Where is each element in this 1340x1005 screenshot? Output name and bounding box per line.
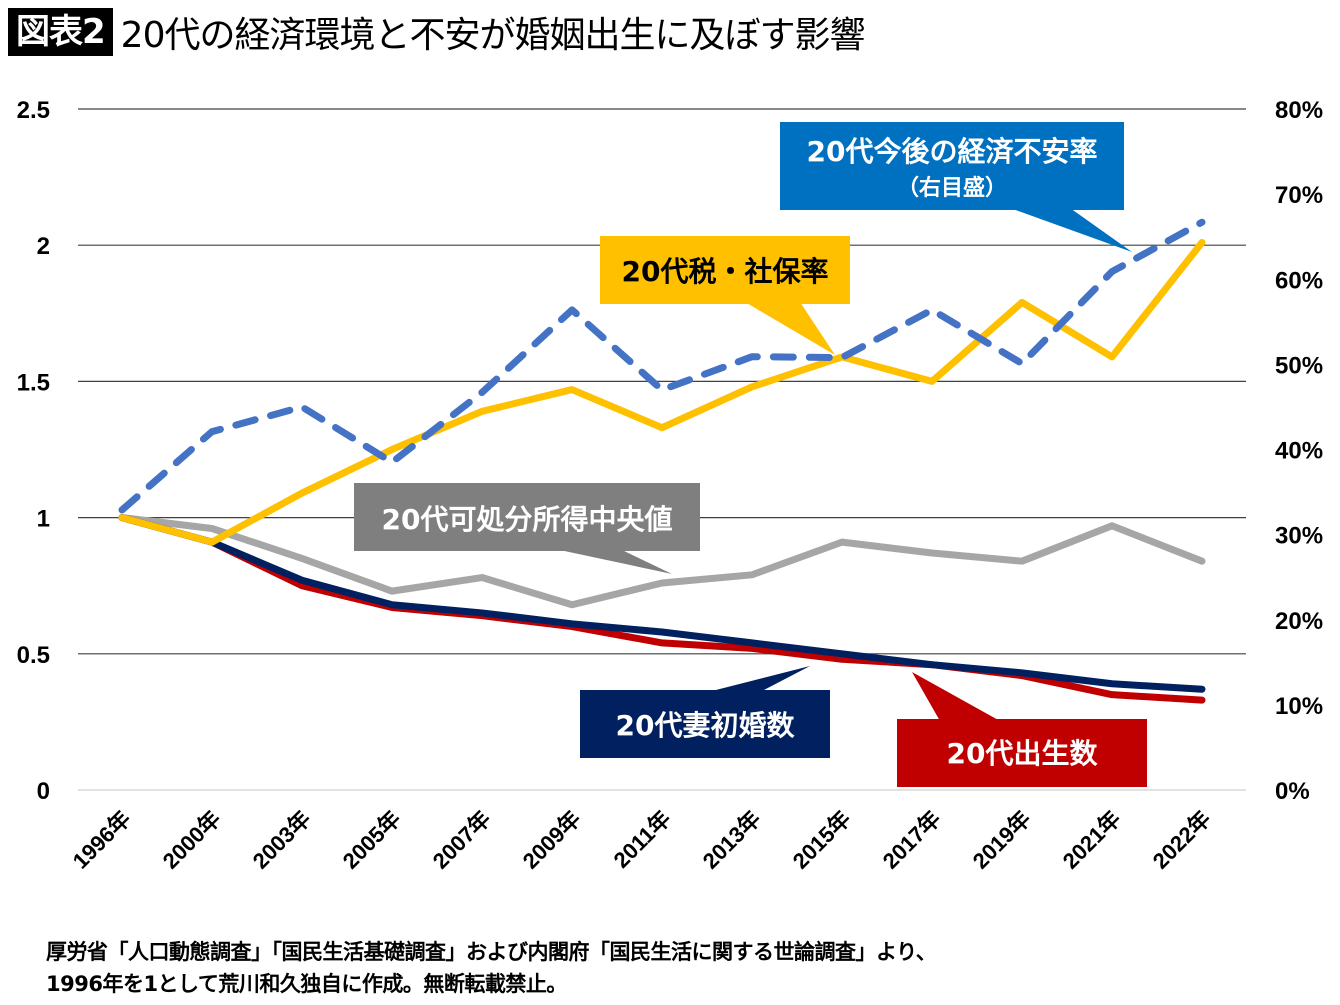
y-left-tick-label: 1 (37, 506, 50, 533)
line-chart: 00.511.522.5 0%10%20%30%40%50%60%70%80% … (17, 97, 1323, 874)
y-right-tick-label: 20% (1275, 608, 1323, 635)
callout-births-box (897, 719, 1147, 787)
x-tick-label: 1996年 (68, 806, 136, 874)
y-right-tick-label: 80% (1275, 97, 1323, 124)
callout-income: 20代可処分所得中央値 (354, 483, 700, 574)
callout-births: 20代出生数 (897, 672, 1147, 787)
callout-income-label: 20代可処分所得中央値 (382, 503, 673, 536)
x-axis: 1996年 2000年 2003年 2005年 2007年 2009年 2011年 2013年… (68, 806, 1216, 874)
source-note-line-2: 1996年を1として荒川和久独自に作成。無断転載禁止。 (46, 972, 567, 996)
callouts: 20代今後の経済不安率 （右目盛） 20代税・社保率 20代可処分所得中央値 (354, 122, 1132, 574)
callout-anxiety-sublabel: （右目盛） (897, 175, 1007, 201)
source-note-line-1: 厚労省「人口動態調査」「国民生活基礎調査」および内閣府「国民生活に関する世論調査… (46, 940, 937, 964)
y-left-tick-label: 1.5 (17, 369, 50, 396)
callout-anxiety: 20代今後の経済不安率 （右目盛） (780, 122, 1132, 252)
x-tick-label: 2007年 (428, 806, 496, 874)
callout-marriage: 20代妻初婚数 (580, 666, 830, 758)
callout-tax-social-pointer (745, 302, 835, 355)
callout-income-pointer (555, 549, 672, 574)
y-right-tick-label: 10% (1275, 693, 1323, 720)
callout-marriage-label: 20代妻初婚数 (616, 709, 796, 742)
x-tick-label: 2000年 (158, 806, 226, 874)
y-right-tick-label: 60% (1275, 267, 1323, 294)
figure-number-badge: 図表2 (8, 8, 113, 56)
x-tick-label: 2011年 (609, 806, 676, 873)
series-line-income (118, 514, 1206, 609)
series-lines (118, 218, 1206, 704)
series-line-anxiety (118, 218, 1206, 514)
callouts-front: 20代妻初婚数 20代出生数 (580, 666, 1147, 787)
callout-tax-social-label: 20代税・社保率 (622, 255, 829, 288)
callout-births-label: 20代出生数 (947, 737, 1099, 770)
x-tick-label: 2017年 (878, 806, 946, 874)
source-note: 厚労省「人口動態調査」「国民生活基礎調査」および内閣府「国民生活に関する世論調査… (46, 936, 937, 1000)
chart-title-text: 20代の経済環境と不安が婚姻出生に及ぼす影響 (120, 15, 866, 56)
y-axis-left: 0 0.5 1 1.5 2 2.5 (17, 97, 50, 805)
callout-anxiety-pointer (1010, 208, 1132, 252)
callout-anxiety-box (780, 122, 1124, 210)
y-left-tick-label: 0.5 (17, 642, 50, 669)
series-line-tax-social (118, 238, 1206, 546)
chart-title: 図表2 20代の経済環境と不安が婚姻出生に及ぼす影響 (8, 6, 866, 58)
series-line-marriage (118, 514, 1206, 693)
y-right-tick-label: 0% (1275, 778, 1310, 805)
x-tick-label: 2021年 (1058, 806, 1126, 874)
x-tick-label: 2022年 (1148, 806, 1216, 874)
x-tick-label: 2009年 (518, 806, 586, 874)
callout-tax-social-box (600, 236, 850, 304)
y-right-tick-label: 50% (1275, 352, 1323, 379)
callout-tax-social: 20代税・社保率 (600, 236, 850, 355)
y-left-tick-label: 2.5 (17, 97, 50, 124)
y-right-tick-label: 70% (1275, 182, 1323, 209)
callout-income-box (354, 483, 700, 551)
x-tick-label: 2015年 (788, 806, 856, 874)
y-left-tick-label: 0 (37, 778, 50, 805)
callout-anxiety-label: 20代今後の経済不安率 (807, 135, 1098, 168)
x-tick-label: 2003年 (248, 806, 316, 874)
y-right-tick-label: 30% (1275, 523, 1323, 550)
x-tick-label: 2013年 (698, 806, 766, 874)
x-tick-label: 2005年 (338, 806, 406, 874)
callout-marriage-pointer (708, 666, 810, 692)
callout-births-pointer (912, 672, 1000, 721)
y-axis-right: 0% 10% 20% 30% 40% 50% 60% 70% 80% (1275, 97, 1323, 805)
y-right-tick-label: 40% (1275, 438, 1323, 465)
callout-marriage-box (580, 690, 830, 758)
x-tick-label: 2019年 (968, 806, 1036, 874)
y-left-tick-label: 2 (37, 233, 50, 260)
